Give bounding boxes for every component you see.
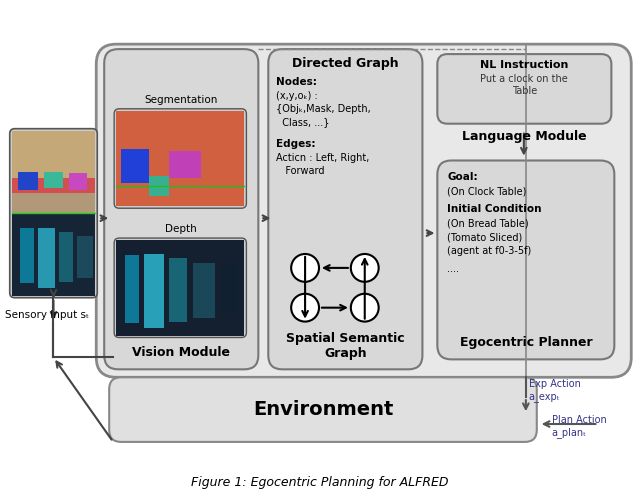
- Bar: [144, 254, 164, 328]
- Text: Acticn : Left, Right,
   Forward: Acticn : Left, Right, Forward: [276, 152, 370, 176]
- Text: Initial Condition: Initial Condition: [447, 204, 542, 214]
- Bar: [20, 228, 34, 283]
- Text: Language Module: Language Module: [462, 129, 587, 142]
- Text: Vision Module: Vision Module: [132, 347, 230, 360]
- FancyBboxPatch shape: [109, 377, 537, 442]
- Bar: [18, 172, 38, 190]
- Text: Depth: Depth: [165, 224, 197, 234]
- Text: :: :: [529, 204, 532, 214]
- Circle shape: [291, 294, 319, 322]
- Bar: [149, 176, 169, 196]
- Text: Spatial Semantic
Graph: Spatial Semantic Graph: [286, 332, 404, 360]
- Text: Put a clock on the
Table: Put a clock on the Table: [481, 74, 568, 96]
- Text: ....: ....: [447, 264, 460, 274]
- Text: Sensory Input sₜ: Sensory Input sₜ: [4, 310, 89, 320]
- Circle shape: [351, 254, 379, 282]
- FancyArrowPatch shape: [56, 362, 111, 440]
- Text: Figure 1: Egocentric Planning for ALFRED: Figure 1: Egocentric Planning for ALFRED: [191, 476, 449, 489]
- FancyBboxPatch shape: [268, 49, 422, 370]
- Text: Egocentric Planner: Egocentric Planner: [460, 337, 592, 350]
- FancyBboxPatch shape: [10, 128, 97, 298]
- Text: (On Clock Table): (On Clock Table): [447, 186, 527, 196]
- Text: (On Bread Table)
(Tomato Sliced)
(agent at f0-3-5f): (On Bread Table) (Tomato Sliced) (agent …: [447, 218, 532, 256]
- Text: Exp Action
a_expₜ: Exp Action a_expₜ: [529, 379, 580, 402]
- Text: Segmentation: Segmentation: [145, 95, 218, 105]
- Bar: [121, 148, 149, 183]
- Text: Environment: Environment: [253, 400, 393, 419]
- Text: Goal:: Goal:: [447, 172, 478, 182]
- Bar: [116, 240, 244, 336]
- Text: Directed Graph: Directed Graph: [292, 57, 399, 70]
- Bar: [38, 228, 56, 288]
- Bar: [116, 111, 244, 206]
- Bar: [221, 265, 239, 313]
- Bar: [60, 232, 74, 282]
- Bar: [12, 214, 95, 296]
- Bar: [125, 255, 139, 323]
- Polygon shape: [12, 178, 95, 193]
- Bar: [193, 263, 214, 318]
- Bar: [12, 130, 95, 213]
- Text: (x,y,oₖ) :
{Objₖ,Mask, Depth,
  Class, ...}: (x,y,oₖ) : {Objₖ,Mask, Depth, Class, ...…: [276, 91, 371, 127]
- Bar: [44, 172, 63, 188]
- Text: NL Instruction: NL Instruction: [480, 60, 568, 70]
- Text: Nodes:: Nodes:: [276, 77, 317, 87]
- Bar: [69, 173, 87, 190]
- FancyBboxPatch shape: [96, 44, 631, 377]
- Bar: [169, 258, 187, 322]
- Bar: [77, 236, 93, 278]
- Text: Plan Action
a_planₜ: Plan Action a_planₜ: [552, 415, 607, 438]
- FancyBboxPatch shape: [437, 160, 614, 360]
- Bar: [12, 193, 95, 213]
- FancyBboxPatch shape: [114, 238, 246, 338]
- FancyBboxPatch shape: [104, 49, 259, 370]
- Circle shape: [291, 254, 319, 282]
- Circle shape: [351, 294, 379, 322]
- FancyBboxPatch shape: [114, 109, 246, 208]
- Text: Edges:: Edges:: [276, 138, 316, 148]
- Bar: [169, 150, 201, 178]
- FancyBboxPatch shape: [437, 54, 611, 124]
